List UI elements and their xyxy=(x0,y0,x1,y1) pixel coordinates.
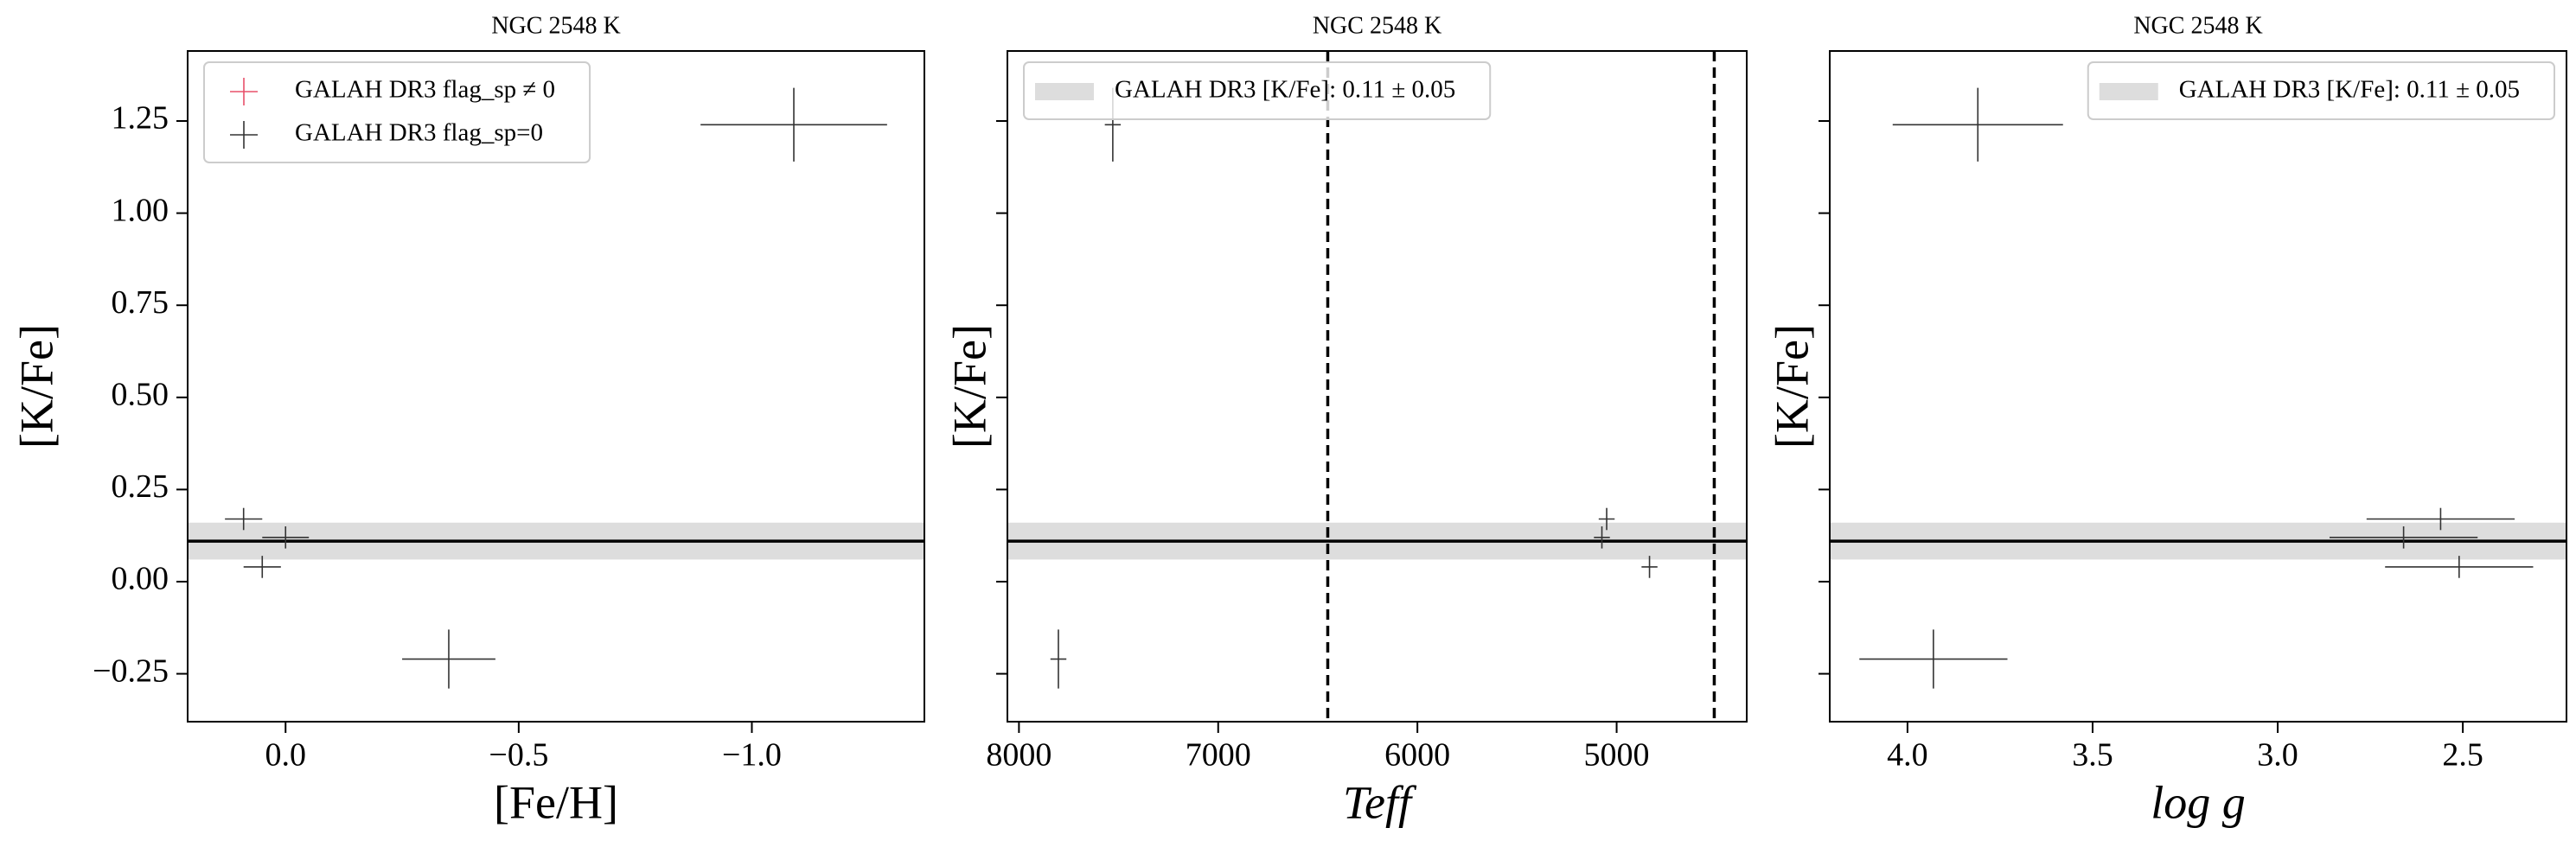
y-tick-label: −0.25 xyxy=(93,653,169,689)
y-tick-label: 0.75 xyxy=(112,284,169,321)
legend-label: GALAH DR3 [K/Fe]: 0.11 ± 0.05 xyxy=(2179,76,2520,104)
legend-box xyxy=(2087,61,2555,120)
legend-label: GALAH DR3 flag_sp=0 xyxy=(295,119,543,147)
x-tick-label: 0.0 xyxy=(265,737,306,774)
x-tick-label: 6000 xyxy=(1384,737,1450,774)
y-tick-label: 0.25 xyxy=(112,468,169,505)
x-tick-label: 3.0 xyxy=(2257,737,2298,774)
legend-box xyxy=(203,61,591,163)
y-tick-label: 1.00 xyxy=(112,192,169,228)
axes-frame xyxy=(1007,50,1748,723)
panel-title: NGC 2548 K xyxy=(491,12,620,39)
x-tick-label: 5000 xyxy=(1584,737,1650,774)
legend: GALAH DR3 flag_sp ≠ 0 GALAH DR3 flag_sp=0 xyxy=(203,61,591,163)
x-axis-label: [Fe/H] xyxy=(494,776,618,828)
x-tick-label: 4.0 xyxy=(1887,737,1928,774)
axes-frame xyxy=(1829,50,2567,723)
legend: GALAH DR3 [K/Fe]: 0.11 ± 0.05 xyxy=(1023,61,1492,120)
panel: 8000 7000 6000 5000 NGC 2548 K Teff [K/Fe] GALA… xyxy=(943,12,1748,828)
y-tick-label: 1.25 xyxy=(112,100,169,137)
legend-patch xyxy=(2099,83,2158,100)
x-tick-label: 8000 xyxy=(986,737,1051,774)
y-axis-label: [K/Fe] xyxy=(1766,324,1818,449)
y-axis-label: [K/Fe] xyxy=(943,324,995,449)
x-tick-label: −1.0 xyxy=(722,737,782,774)
axes-frame xyxy=(187,50,925,723)
x-tick-label: 7000 xyxy=(1186,737,1251,774)
x-tick-label: 3.5 xyxy=(2072,737,2113,774)
legend-label: GALAH DR3 [K/Fe]: 0.11 ± 0.05 xyxy=(1115,76,1455,104)
x-axis-label: Teff xyxy=(1343,776,1417,828)
x-tick-label: 2.5 xyxy=(2442,737,2483,774)
x-tick-label: −0.5 xyxy=(489,737,548,774)
y-axis-label: [K/Fe] xyxy=(10,324,62,449)
y-tick-label: 0.00 xyxy=(112,561,169,597)
legend-box xyxy=(1023,61,1492,120)
panel: 0.0 −0.5 −1.0 −0.25 0.00 0.25 0.50 0.75 1.00 1.25… xyxy=(10,12,925,828)
plot-area xyxy=(1007,51,1747,722)
plot-area xyxy=(1830,87,2566,689)
y-tick-label: 0.50 xyxy=(112,377,169,413)
legend-label: GALAH DR3 flag_sp ≠ 0 xyxy=(295,76,555,104)
panel-title: NGC 2548 K xyxy=(2133,12,2262,39)
legend-patch xyxy=(1035,83,1094,100)
panel: 4.0 3.5 3.0 2.5 NGC 2548 K log g [K/Fe] GALAH D… xyxy=(1766,12,2567,828)
panel-title: NGC 2548 K xyxy=(1313,12,1441,39)
legend: GALAH DR3 [K/Fe]: 0.11 ± 0.05 xyxy=(2087,61,2555,120)
plot-area xyxy=(188,87,924,689)
x-axis-label: log g xyxy=(2151,776,2246,828)
